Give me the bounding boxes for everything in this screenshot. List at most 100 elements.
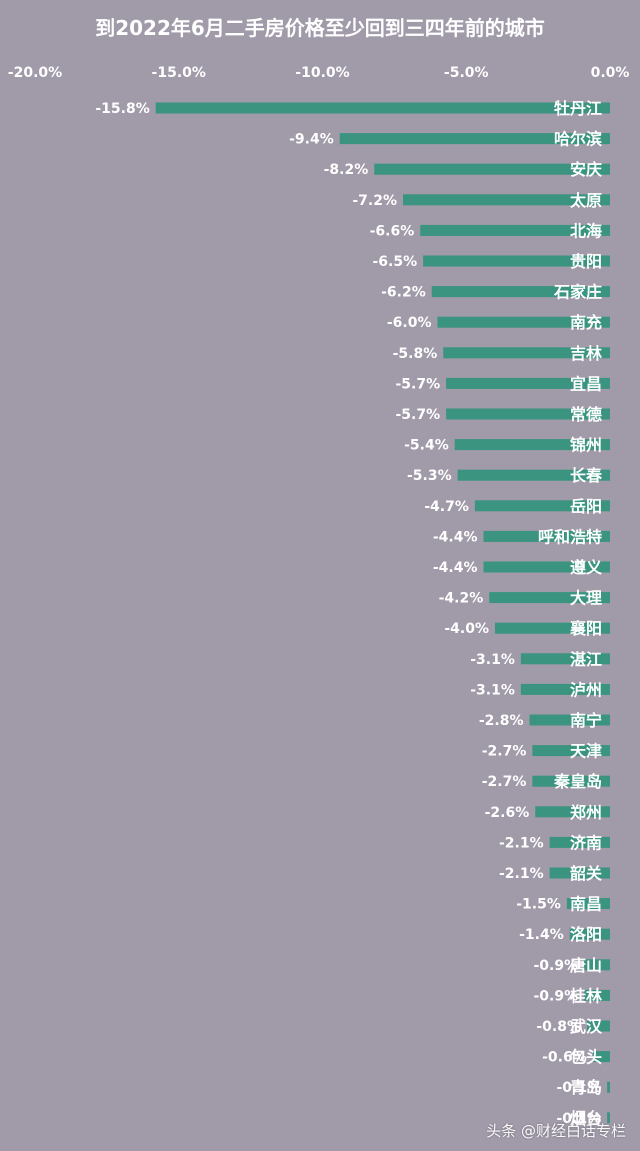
bar <box>443 347 610 359</box>
bar <box>535 806 610 818</box>
bar-value-label: -1.4% <box>519 927 564 943</box>
bar-value-label: -2.7% <box>482 744 527 760</box>
bar <box>587 1020 610 1032</box>
bar-value-label: -0.1% <box>556 1080 601 1096</box>
bar-value-label: -2.8% <box>479 713 524 729</box>
category-label: 济南 <box>570 833 602 852</box>
bar <box>454 439 610 451</box>
bar-value-label: -8.2% <box>324 162 369 178</box>
category-label: 青岛 <box>570 1078 602 1097</box>
bar <box>446 377 610 389</box>
bar <box>566 898 610 910</box>
category-label: 牡丹江 <box>554 99 602 118</box>
x-tick-label: -15.0% <box>152 65 206 81</box>
bar <box>457 469 610 481</box>
category-label: 泸州 <box>570 680 602 699</box>
bar <box>339 133 610 145</box>
bar-value-label: -0.9% <box>533 958 578 974</box>
category-label: 武汉 <box>570 1017 603 1036</box>
category-label: 襄阳 <box>569 619 602 638</box>
bar <box>520 683 610 695</box>
bar-value-label: -0.6% <box>542 1050 587 1066</box>
category-label: 天津 <box>570 742 602 761</box>
bar-value-label: -4.2% <box>439 591 484 607</box>
bar <box>446 408 610 420</box>
bar <box>520 653 610 665</box>
category-label: 石家庄 <box>553 283 602 302</box>
chart-title: 到2022年6月二手房价格至少回到三四年前的城市 <box>95 16 545 40</box>
bar-value-label: -0.8% <box>536 1019 581 1035</box>
bar-value-label: -9.4% <box>289 132 334 148</box>
bar <box>483 561 610 573</box>
watermark-text: 头条 @财经白话专栏 <box>486 1122 626 1140</box>
bar <box>420 224 610 236</box>
category-label: 大理 <box>570 589 602 608</box>
bar <box>374 163 610 175</box>
bar <box>437 316 610 328</box>
bar-value-label: -5.7% <box>395 407 440 423</box>
bar <box>584 989 610 1001</box>
category-label: 锦州 <box>570 436 602 455</box>
bars-group: -15.8% 牡丹江 -9.4% 哈尔滨 -8.2% 安庆 -7.2% 太原 -6.6% 北海 -6… <box>95 99 610 1128</box>
bar-value-label: -6.0% <box>387 315 432 331</box>
bar-value-label: -5.3% <box>407 468 452 484</box>
category-label: 呼和浩特 <box>538 527 602 546</box>
x-tick-label: -10.0% <box>295 65 349 81</box>
category-label: 桂林 <box>569 986 602 1005</box>
bar-value-label: -6.2% <box>381 285 426 301</box>
bar <box>607 1112 610 1124</box>
category-label: 韶关 <box>570 864 602 883</box>
bar-value-label: -1.5% <box>516 897 561 913</box>
bar-value-label: -2.6% <box>485 805 530 821</box>
category-label: 秦皇岛 <box>553 772 602 791</box>
category-label: 郑州 <box>570 803 602 822</box>
bar <box>549 867 610 879</box>
bar-value-label: -2.1% <box>499 835 544 851</box>
bar-value-label: -3.1% <box>470 682 515 698</box>
x-tick-label: -5.0% <box>444 65 489 81</box>
bar <box>403 194 610 206</box>
bar <box>495 622 610 634</box>
bar <box>474 500 610 512</box>
bar-value-label: -0.1% <box>556 1111 601 1127</box>
category-label: 南充 <box>570 313 602 332</box>
bar <box>607 1081 610 1093</box>
bar <box>431 286 610 298</box>
category-label: 太原 <box>569 191 602 210</box>
category-label: 烟台 <box>570 1109 602 1128</box>
category-label: 安庆 <box>570 160 602 179</box>
bar-value-label: -7.2% <box>352 193 397 209</box>
x-axis: -20.0% -15.0% -10.0% -5.0% 0.0% <box>8 65 630 81</box>
bar-value-label: -15.8% <box>95 101 149 117</box>
bar-value-label: -4.4% <box>433 560 478 576</box>
bar <box>423 255 610 267</box>
bar-value-label: -2.1% <box>499 866 544 882</box>
category-label: 南宁 <box>570 711 602 730</box>
category-label: 湛江 <box>570 650 602 669</box>
bar <box>532 745 610 757</box>
bar-value-label: -0.9% <box>533 988 578 1004</box>
category-label: 洛阳 <box>570 925 602 944</box>
category-label: 遵义 <box>570 558 602 577</box>
category-label: 哈尔滨 <box>554 130 602 149</box>
category-label: 常德 <box>570 405 602 424</box>
category-label: 长春 <box>570 466 603 485</box>
category-label: 包头 <box>570 1048 602 1067</box>
bar <box>549 836 610 848</box>
bar-value-label: -4.7% <box>424 499 469 515</box>
bar-value-label: -6.5% <box>372 254 417 270</box>
bar-value-label: -4.0% <box>444 621 489 637</box>
category-label: 南昌 <box>570 895 602 914</box>
bar <box>592 1051 610 1063</box>
x-tick-label: -20.0% <box>8 65 62 81</box>
bar <box>584 959 610 971</box>
bar-value-label: -6.6% <box>370 223 415 239</box>
category-label: 北海 <box>570 221 602 240</box>
category-label: 贵阳 <box>570 252 602 271</box>
bar-value-label: -3.1% <box>470 652 515 668</box>
bar <box>569 928 610 940</box>
bar-value-label: -5.8% <box>393 346 438 362</box>
bar-value-label: -5.4% <box>404 438 449 454</box>
